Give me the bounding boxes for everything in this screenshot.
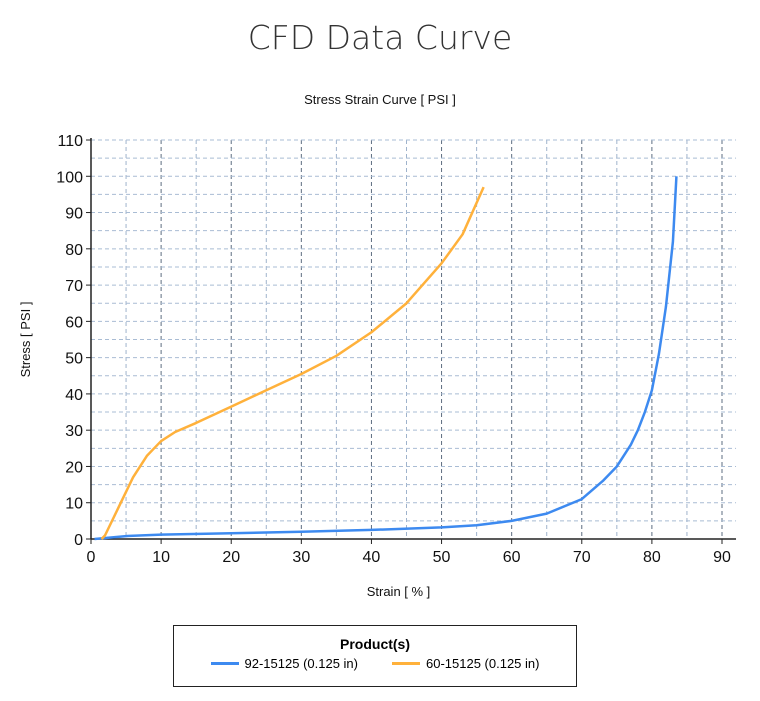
x-tick-label: 90	[713, 549, 731, 566]
y-tick-label: 80	[65, 242, 83, 259]
x-tick-label: 30	[292, 549, 310, 566]
legend-title: Product(s)	[340, 636, 410, 652]
y-tick-label: 100	[56, 169, 83, 186]
legend-item: 92-15125 (0.125 in)	[210, 656, 358, 671]
x-tick-label: 20	[222, 549, 240, 566]
x-tick-label: 80	[643, 549, 661, 566]
series-line	[94, 176, 678, 541]
y-tick-label: 60	[65, 314, 83, 331]
y-tick-label: 30	[65, 423, 83, 440]
legend: Product(s) 92-15125 (0.125 in) 60-15125 …	[173, 625, 577, 687]
legend-swatch	[210, 662, 239, 665]
legend-label: 60-15125 (0.125 in)	[426, 656, 540, 671]
y-tick-label: 20	[65, 459, 83, 476]
y-tick-label: 90	[65, 206, 83, 223]
chart-subtitle: Stress Strain Curve [ PSI ]	[304, 92, 456, 107]
y-tick-label: 10	[65, 496, 83, 513]
x-tick-label: 70	[573, 549, 591, 566]
legend-label: 92-15125 (0.125 in)	[244, 656, 358, 671]
legend-swatch	[392, 662, 420, 665]
x-axis-label: Strain [ % ]	[367, 584, 431, 599]
x-tick-label: 50	[433, 549, 451, 566]
x-tick-label: 60	[503, 549, 521, 566]
y-tick-label: 40	[65, 387, 83, 404]
x-tick-label: 0	[87, 549, 96, 566]
legend-item: 60-15125 (0.125 in)	[392, 656, 539, 671]
chart-title: CFD Data Curve	[247, 18, 513, 57]
y-tick-label: 50	[65, 351, 83, 368]
x-tick-label: 40	[363, 549, 381, 566]
y-tick-label: 110	[57, 133, 83, 150]
y-tick-label: 70	[65, 278, 83, 295]
y-tick-label: 0	[74, 532, 83, 549]
y-axis-label: Stress [ PSI ]	[18, 302, 33, 378]
x-tick-label: 10	[152, 549, 170, 566]
series-line	[100, 186, 485, 540]
